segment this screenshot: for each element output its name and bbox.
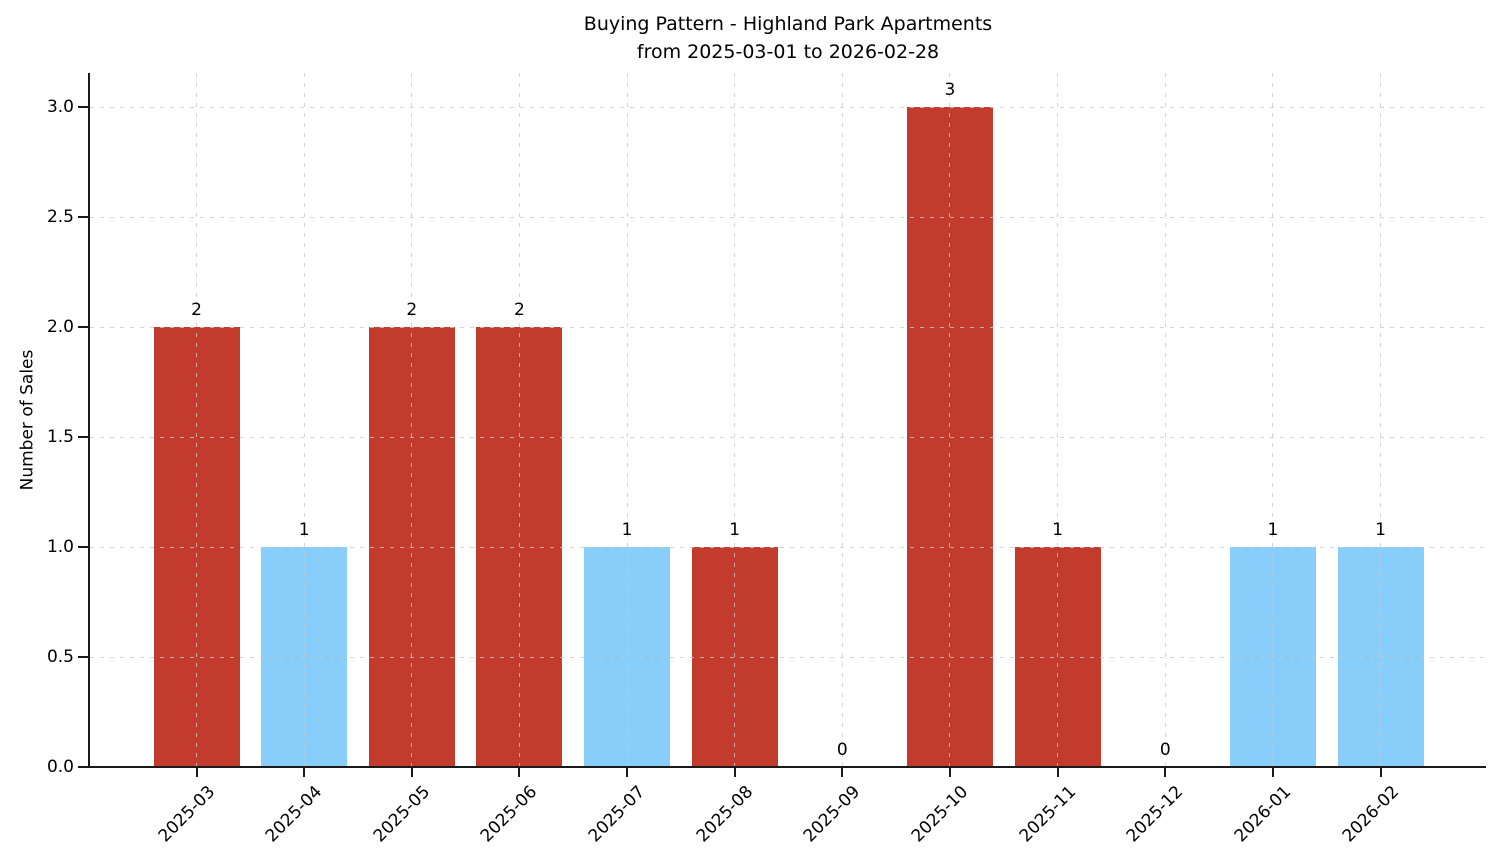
bar-value-label: 2 <box>406 300 418 320</box>
y-axis-spine <box>88 73 90 768</box>
x-tick-mark <box>626 768 629 777</box>
x-tick-label: 2026-02 <box>1338 782 1403 847</box>
bar-value-label: 3 <box>944 80 956 100</box>
x-tick-label: 2025-12 <box>1123 782 1188 847</box>
bar-value-label: 0 <box>1159 740 1171 760</box>
x-tick-mark <box>410 768 413 777</box>
y-tick-label: 3.0 <box>46 97 74 117</box>
x-tick-label: 2025-05 <box>369 782 434 847</box>
y-tick-label: 1.5 <box>46 427 74 447</box>
bar-value-label: 0 <box>836 740 848 760</box>
y-tick-mark <box>78 326 88 328</box>
x-tick-label: 2025-08 <box>692 782 757 847</box>
bar-value-label: 1 <box>729 520 741 540</box>
x-tick-mark <box>1056 768 1059 777</box>
bar-value-label: 1 <box>621 520 633 540</box>
x-tick-mark <box>303 768 306 777</box>
x-tick-mark <box>1379 768 1382 777</box>
x-tick-label: 2025-04 <box>261 782 327 847</box>
y-tick-mark <box>78 546 88 548</box>
x-tick-label: 2025-10 <box>907 782 973 847</box>
bar-value-label: 2 <box>191 300 202 320</box>
x-gridline <box>1057 73 1059 767</box>
x-tick-mark <box>1271 768 1274 777</box>
x-gridline <box>949 73 951 767</box>
chart-title: Buying Pattern - Highland Park Apartment… <box>583 13 993 35</box>
y-gridline <box>90 216 1490 218</box>
x-tick-mark <box>948 768 951 777</box>
y-gridline <box>90 436 1490 438</box>
bar-value-label: 1 <box>1052 520 1064 540</box>
chart-subtitle: from 2025-03-01 to 2026-02-28 <box>636 41 940 63</box>
y-tick-label: 1.0 <box>46 537 74 557</box>
x-gridline <box>518 73 520 767</box>
x-tick-mark <box>1164 768 1167 777</box>
x-tick-label: 2025-07 <box>584 782 650 847</box>
x-tick-label: 2025-09 <box>800 782 865 847</box>
x-axis-spine <box>88 766 1486 768</box>
x-gridline <box>1164 73 1166 767</box>
x-gridline <box>626 73 628 767</box>
x-tick-mark <box>518 768 521 777</box>
y-gridline <box>90 106 1490 108</box>
x-gridline <box>196 73 197 767</box>
bar-value-label: 1 <box>298 520 310 540</box>
y-gridline <box>90 546 1490 548</box>
y-tick-mark <box>78 106 88 108</box>
x-gridline <box>734 73 736 767</box>
bar-value-label: 2 <box>513 300 525 320</box>
bar-value-label: 1 <box>1375 520 1386 540</box>
x-gridline <box>411 73 413 767</box>
y-tick-label: 0.5 <box>46 647 74 667</box>
x-tick-mark <box>195 768 198 777</box>
x-tick-label: 2025-06 <box>477 782 542 847</box>
x-gridline <box>1272 73 1274 767</box>
x-gridline <box>841 73 843 767</box>
x-tick-mark <box>733 768 736 777</box>
y-tick-mark <box>78 436 88 438</box>
x-tick-label: 2025-11 <box>1015 782 1080 847</box>
y-tick-label: 0.0 <box>46 757 74 777</box>
y-axis-label: Number of Sales <box>17 349 38 491</box>
y-gridline <box>90 326 1490 328</box>
x-gridline <box>303 73 305 767</box>
y-tick-label: 2.5 <box>46 207 74 227</box>
x-tick-label: 2025-03 <box>154 782 219 847</box>
x-tick-label: 2026-01 <box>1230 782 1296 847</box>
y-gridline <box>90 656 1490 658</box>
y-tick-mark <box>78 216 88 218</box>
y-tick-mark <box>78 656 88 658</box>
y-tick-label: 2.0 <box>46 317 74 337</box>
x-tick-mark <box>841 768 844 777</box>
x-gridline <box>1380 73 1382 767</box>
y-tick-mark <box>78 766 88 768</box>
bar-value-label: 1 <box>1267 520 1279 540</box>
